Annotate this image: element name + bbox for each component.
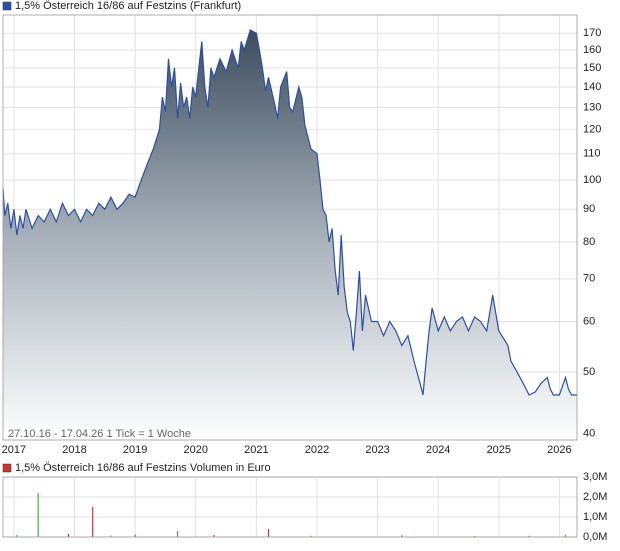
legend-swatch [2,463,12,473]
volume-bar [267,529,270,537]
volume-bar [310,535,312,537]
y-tick-label: 130 [583,101,601,113]
y-tick-label: 170 [583,27,601,39]
legend-label: 1,5% Österreich 16/86 auf Festzins (Fran… [15,0,241,12]
plot-frame [2,476,578,538]
y-tick-label: 50 [583,366,595,378]
annotation: 27.10.16 - 17.04.26 1 Tick = 1 Woche [8,428,191,440]
x-tick-label: 2017 [2,444,26,456]
legend-swatch [2,1,12,11]
y-tick-label: 160 [583,44,601,56]
legend-label: 1,5% Österreich 16/86 auf Festzins Volum… [15,462,271,474]
volume-bar [67,534,70,537]
x-tick-label: 2019 [123,444,147,456]
y-tick-label: 150 [583,62,601,74]
y-tick-label: 120 [583,124,601,136]
volume-bar [213,535,215,537]
y-tick-label: 2,0M [583,491,607,503]
plot-frame [2,14,578,441]
area-fill [3,30,577,440]
price-line [2,29,577,396]
volume-bar [110,535,112,537]
y-tick-label: 80 [583,236,595,248]
x-tick-label: 2024 [426,444,450,456]
volume-bar [176,531,179,537]
volume-bar [16,535,18,537]
x-tick-label: 2022 [305,444,329,456]
volume-bar [37,493,39,537]
y-tick-label: 140 [583,81,601,93]
y-tick-label: 100 [583,174,601,186]
y-tick-label: 0,0M [583,531,607,543]
x-tick-label: 2023 [365,444,389,456]
y-tick-label: 3,0M [583,471,607,483]
x-tick-label: 2020 [184,444,208,456]
volume-bar [564,535,567,537]
volume-bar [528,535,530,537]
volume-bar [92,507,94,537]
volume-bar [473,536,476,537]
y-tick-label: 60 [583,315,595,327]
volume-bar [401,535,403,537]
x-tick-label: 2025 [487,444,511,456]
y-tick-label: 40 [583,428,595,440]
y-tick-label: 1,0M [583,511,607,523]
y-tick-label: 110 [583,148,601,160]
volume-bar [134,534,136,537]
y-tick-label: 90 [583,203,595,215]
x-tick-label: 2026 [547,444,571,456]
x-tick-label: 2018 [62,444,86,456]
y-tick-label: 70 [583,273,595,285]
x-tick-label: 2021 [244,444,268,456]
